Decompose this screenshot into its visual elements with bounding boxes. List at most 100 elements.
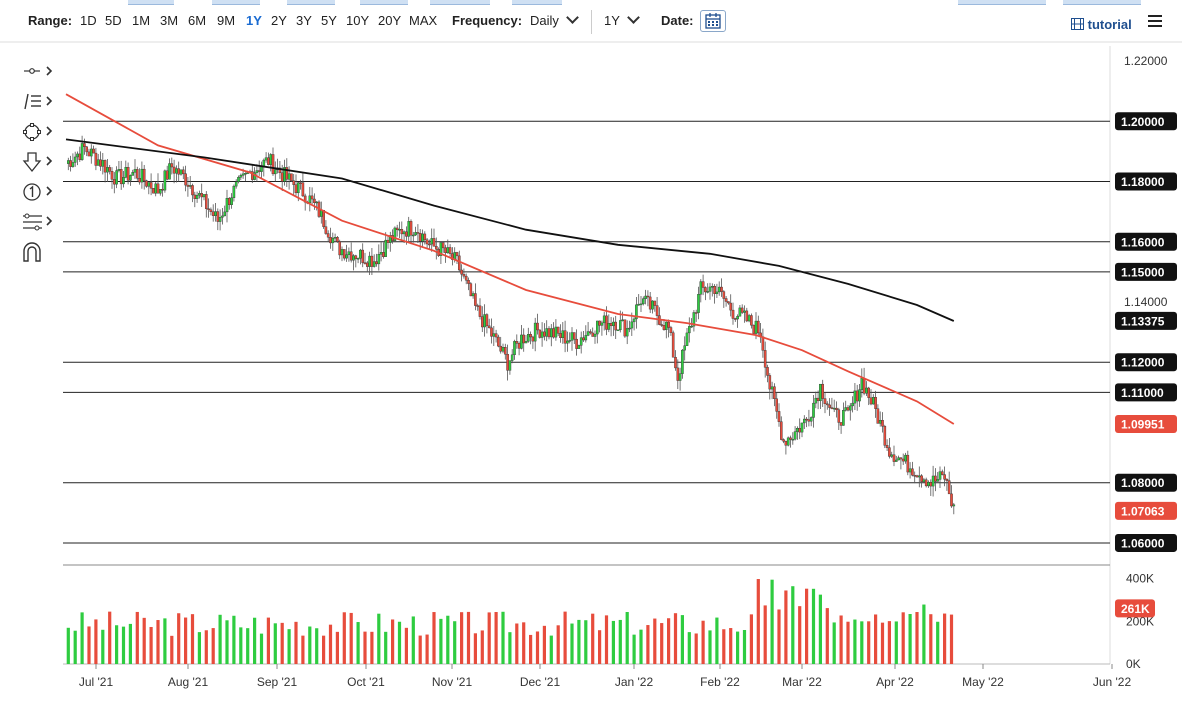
magnet-tool[interactable] xyxy=(20,240,60,264)
candle-body xyxy=(504,347,507,355)
calendar-button[interactable] xyxy=(700,10,726,32)
candle-body xyxy=(290,173,293,181)
volume-bar xyxy=(667,618,671,664)
x-tick-label: Apr '22 xyxy=(876,675,914,689)
candle-body xyxy=(193,194,197,199)
arrow-tool[interactable] xyxy=(20,150,60,174)
range-5y[interactable]: 5Y xyxy=(321,13,337,28)
volume-bar xyxy=(335,631,339,664)
candle-body xyxy=(122,177,125,185)
shapes-tool[interactable] xyxy=(20,120,60,144)
volume-bar xyxy=(687,632,691,664)
candle-body xyxy=(796,428,799,432)
volume-bar xyxy=(177,613,181,664)
candle-body xyxy=(699,281,703,295)
top-tab-strip[interactable] xyxy=(430,0,490,5)
candle-body xyxy=(906,454,910,473)
top-tab-strip[interactable] xyxy=(360,0,408,5)
range-9m[interactable]: 9M xyxy=(217,13,236,28)
candle-body xyxy=(715,291,719,294)
candle-body xyxy=(642,298,645,305)
candle-body xyxy=(598,320,601,326)
candle-body xyxy=(637,303,640,306)
volume-bar xyxy=(777,609,781,664)
range-2y[interactable]: 2Y xyxy=(271,13,287,28)
menu-icon[interactable] xyxy=(1148,15,1162,27)
top-tab-strip[interactable] xyxy=(512,0,562,5)
volume-bar xyxy=(190,614,195,664)
candle-body xyxy=(897,457,900,461)
candle-body xyxy=(225,198,229,213)
candle-body xyxy=(851,402,854,407)
candle-body xyxy=(195,194,199,199)
range-1d[interactable]: 1D xyxy=(80,13,97,28)
candle-body xyxy=(922,479,926,482)
candle-body xyxy=(805,418,808,421)
candle-body xyxy=(947,480,951,495)
range-5d[interactable]: 5D xyxy=(105,13,122,28)
candle-body xyxy=(895,459,898,462)
volume-bar xyxy=(439,618,443,664)
candle-body xyxy=(467,280,470,284)
x-tick-label: Feb '22 xyxy=(700,675,740,689)
volume-bar xyxy=(535,631,540,664)
volume-bar xyxy=(135,611,139,664)
candle-body xyxy=(607,323,611,330)
candle-body xyxy=(782,439,785,442)
top-tab-strip[interactable] xyxy=(1063,0,1141,5)
volume-bar xyxy=(246,628,250,664)
fibonacci-tool[interactable] xyxy=(20,210,60,234)
range-10y[interactable]: 10Y xyxy=(346,13,370,28)
candle-body xyxy=(402,231,406,235)
range-20y[interactable]: 20Y xyxy=(378,13,402,28)
volume-bar xyxy=(225,620,229,664)
volume-bar xyxy=(908,614,912,664)
top-tab-strip[interactable] xyxy=(287,0,335,5)
price-label-box xyxy=(1115,414,1177,433)
candle-body xyxy=(430,238,434,245)
trend-lines-tool[interactable] xyxy=(20,90,60,114)
candle-body xyxy=(941,471,944,475)
volume-bar xyxy=(784,590,788,664)
candle-body xyxy=(66,160,70,164)
candle-body xyxy=(915,475,919,478)
candle-body xyxy=(545,328,548,337)
range-max[interactable]: MAX xyxy=(409,13,438,28)
candle-body xyxy=(172,166,176,174)
frequency-select[interactable]: Daily xyxy=(530,11,579,28)
range-1y[interactable]: 1Y xyxy=(246,13,262,28)
annotation-tool[interactable] xyxy=(20,180,60,204)
volume-bar xyxy=(232,615,236,664)
candle-body xyxy=(147,182,151,187)
candle-body xyxy=(616,329,620,332)
top-tab-strip[interactable] xyxy=(958,0,1046,5)
candle-body xyxy=(382,252,385,257)
level-label-box xyxy=(1115,473,1177,492)
candle-body xyxy=(842,410,845,426)
volume-bar xyxy=(922,604,926,664)
candle-body xyxy=(506,354,509,371)
volume-bar xyxy=(163,618,167,664)
x-tick-label: Jun '22 xyxy=(1093,675,1132,689)
range-6m[interactable]: 6M xyxy=(188,13,207,28)
candle-body xyxy=(386,239,390,243)
top-tab-strip[interactable] xyxy=(212,0,260,5)
tutorial-link[interactable]: tutorial xyxy=(1071,17,1132,32)
candle-body xyxy=(885,445,889,448)
candle-body xyxy=(524,341,528,344)
candle-body xyxy=(837,409,841,423)
level-label-box xyxy=(1115,262,1177,281)
range-3m[interactable]: 3M xyxy=(160,13,179,28)
candle-body xyxy=(727,301,730,304)
period-select[interactable]: 1Y xyxy=(604,11,640,28)
top-tab-strip[interactable] xyxy=(128,0,174,5)
candle-body xyxy=(299,182,302,184)
candle-body xyxy=(632,318,636,323)
candle-body xyxy=(469,283,473,297)
range-3y[interactable]: 3Y xyxy=(296,13,312,28)
candle-body xyxy=(428,243,431,246)
crosshair-tool[interactable] xyxy=(20,60,60,84)
candle-body xyxy=(211,211,215,216)
range-1m[interactable]: 1M xyxy=(132,13,151,28)
